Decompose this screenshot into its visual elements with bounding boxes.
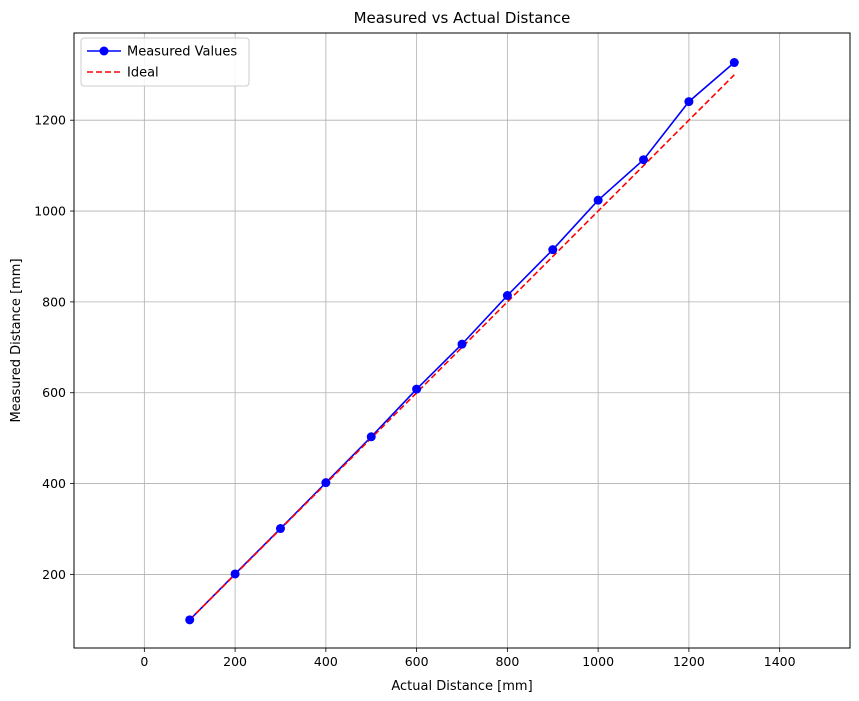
- y-tick-label: 800: [42, 294, 66, 309]
- legend: Measured Values Ideal: [80, 37, 250, 87]
- x-tick-label: 200: [223, 654, 247, 669]
- legend-box: [80, 37, 250, 87]
- y-tick-label: 200: [42, 567, 66, 582]
- legend-measured-marker-swatch: [99, 46, 109, 56]
- measured-value-point: [729, 58, 739, 68]
- measured-value-point: [412, 384, 422, 394]
- measured-value-point: [321, 478, 331, 488]
- measured-value-point: [593, 195, 603, 205]
- axis-ticks: 0 200 400 600 800 1000 1200 1400 200 400 600 800 100…: [34, 113, 795, 669]
- measured-value-point: [457, 339, 467, 349]
- legend-ideal-label: Ideal: [127, 66, 159, 81]
- legend-measured-label: Measured Values: [127, 45, 237, 60]
- y-tick-label: 400: [42, 476, 66, 491]
- measured-value-point: [684, 97, 694, 107]
- y-tick-label: 1200: [34, 113, 66, 128]
- x-tick-label: 1200: [673, 654, 705, 669]
- y-axis-label: Measured Distance [mm]: [9, 258, 24, 422]
- x-tick-label: 600: [405, 654, 429, 669]
- grid-lines: [74, 33, 850, 648]
- chart-title: Measured vs Actual Distance: [354, 9, 571, 27]
- x-tick-label: 0: [140, 654, 148, 669]
- y-tick-label: 600: [42, 385, 66, 400]
- x-axis-label: Actual Distance [mm]: [391, 679, 532, 694]
- plot-series: [185, 58, 739, 625]
- x-tick-label: 800: [495, 654, 519, 669]
- measured-value-point: [366, 432, 376, 442]
- plot-frame: [73, 32, 851, 649]
- measured-value-point: [502, 291, 512, 301]
- measured-value-point: [185, 615, 195, 625]
- x-tick-label: 400: [314, 654, 338, 669]
- measured-value-point: [639, 155, 649, 165]
- measured-value-point: [548, 245, 558, 255]
- x-tick-label: 1000: [582, 654, 614, 669]
- y-tick-label: 1000: [34, 204, 66, 219]
- measured-value-point: [275, 524, 285, 534]
- measured-value-point: [230, 569, 240, 579]
- x-tick-label: 1400: [764, 654, 796, 669]
